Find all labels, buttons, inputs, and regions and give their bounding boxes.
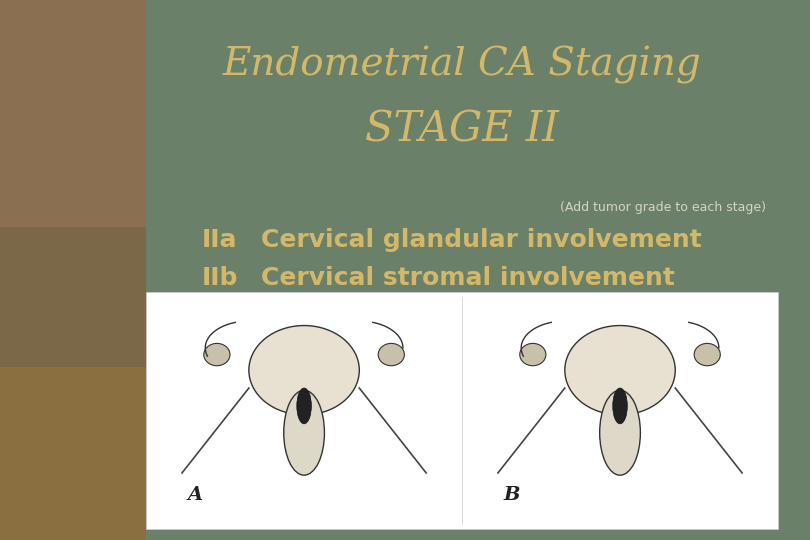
Text: STAGE II: STAGE II xyxy=(365,109,559,151)
Text: A: A xyxy=(188,486,203,504)
Ellipse shape xyxy=(565,326,676,415)
Text: Cervical glandular involvement: Cervical glandular involvement xyxy=(261,228,701,252)
Bar xyxy=(0,0,146,540)
Ellipse shape xyxy=(520,343,546,366)
Ellipse shape xyxy=(296,388,311,424)
Text: (Add tumor grade to each stage): (Add tumor grade to each stage) xyxy=(561,201,766,214)
Text: Cervical stromal involvement: Cervical stromal involvement xyxy=(261,266,675,290)
Bar xyxy=(475,299,765,522)
Text: IIb: IIb xyxy=(202,266,238,290)
Ellipse shape xyxy=(284,390,325,475)
Ellipse shape xyxy=(612,388,627,424)
Ellipse shape xyxy=(378,343,404,366)
Ellipse shape xyxy=(204,343,230,366)
Bar xyxy=(0,227,146,378)
Bar xyxy=(146,0,790,540)
Bar xyxy=(146,292,778,529)
Ellipse shape xyxy=(599,390,641,475)
Ellipse shape xyxy=(249,326,360,415)
Text: IIa: IIa xyxy=(202,228,237,252)
Bar xyxy=(0,367,146,540)
Text: B: B xyxy=(504,486,520,504)
Text: Endometrial CA Staging: Endometrial CA Staging xyxy=(223,46,701,84)
Bar xyxy=(0,0,146,243)
Bar xyxy=(159,299,450,522)
Ellipse shape xyxy=(694,343,720,366)
